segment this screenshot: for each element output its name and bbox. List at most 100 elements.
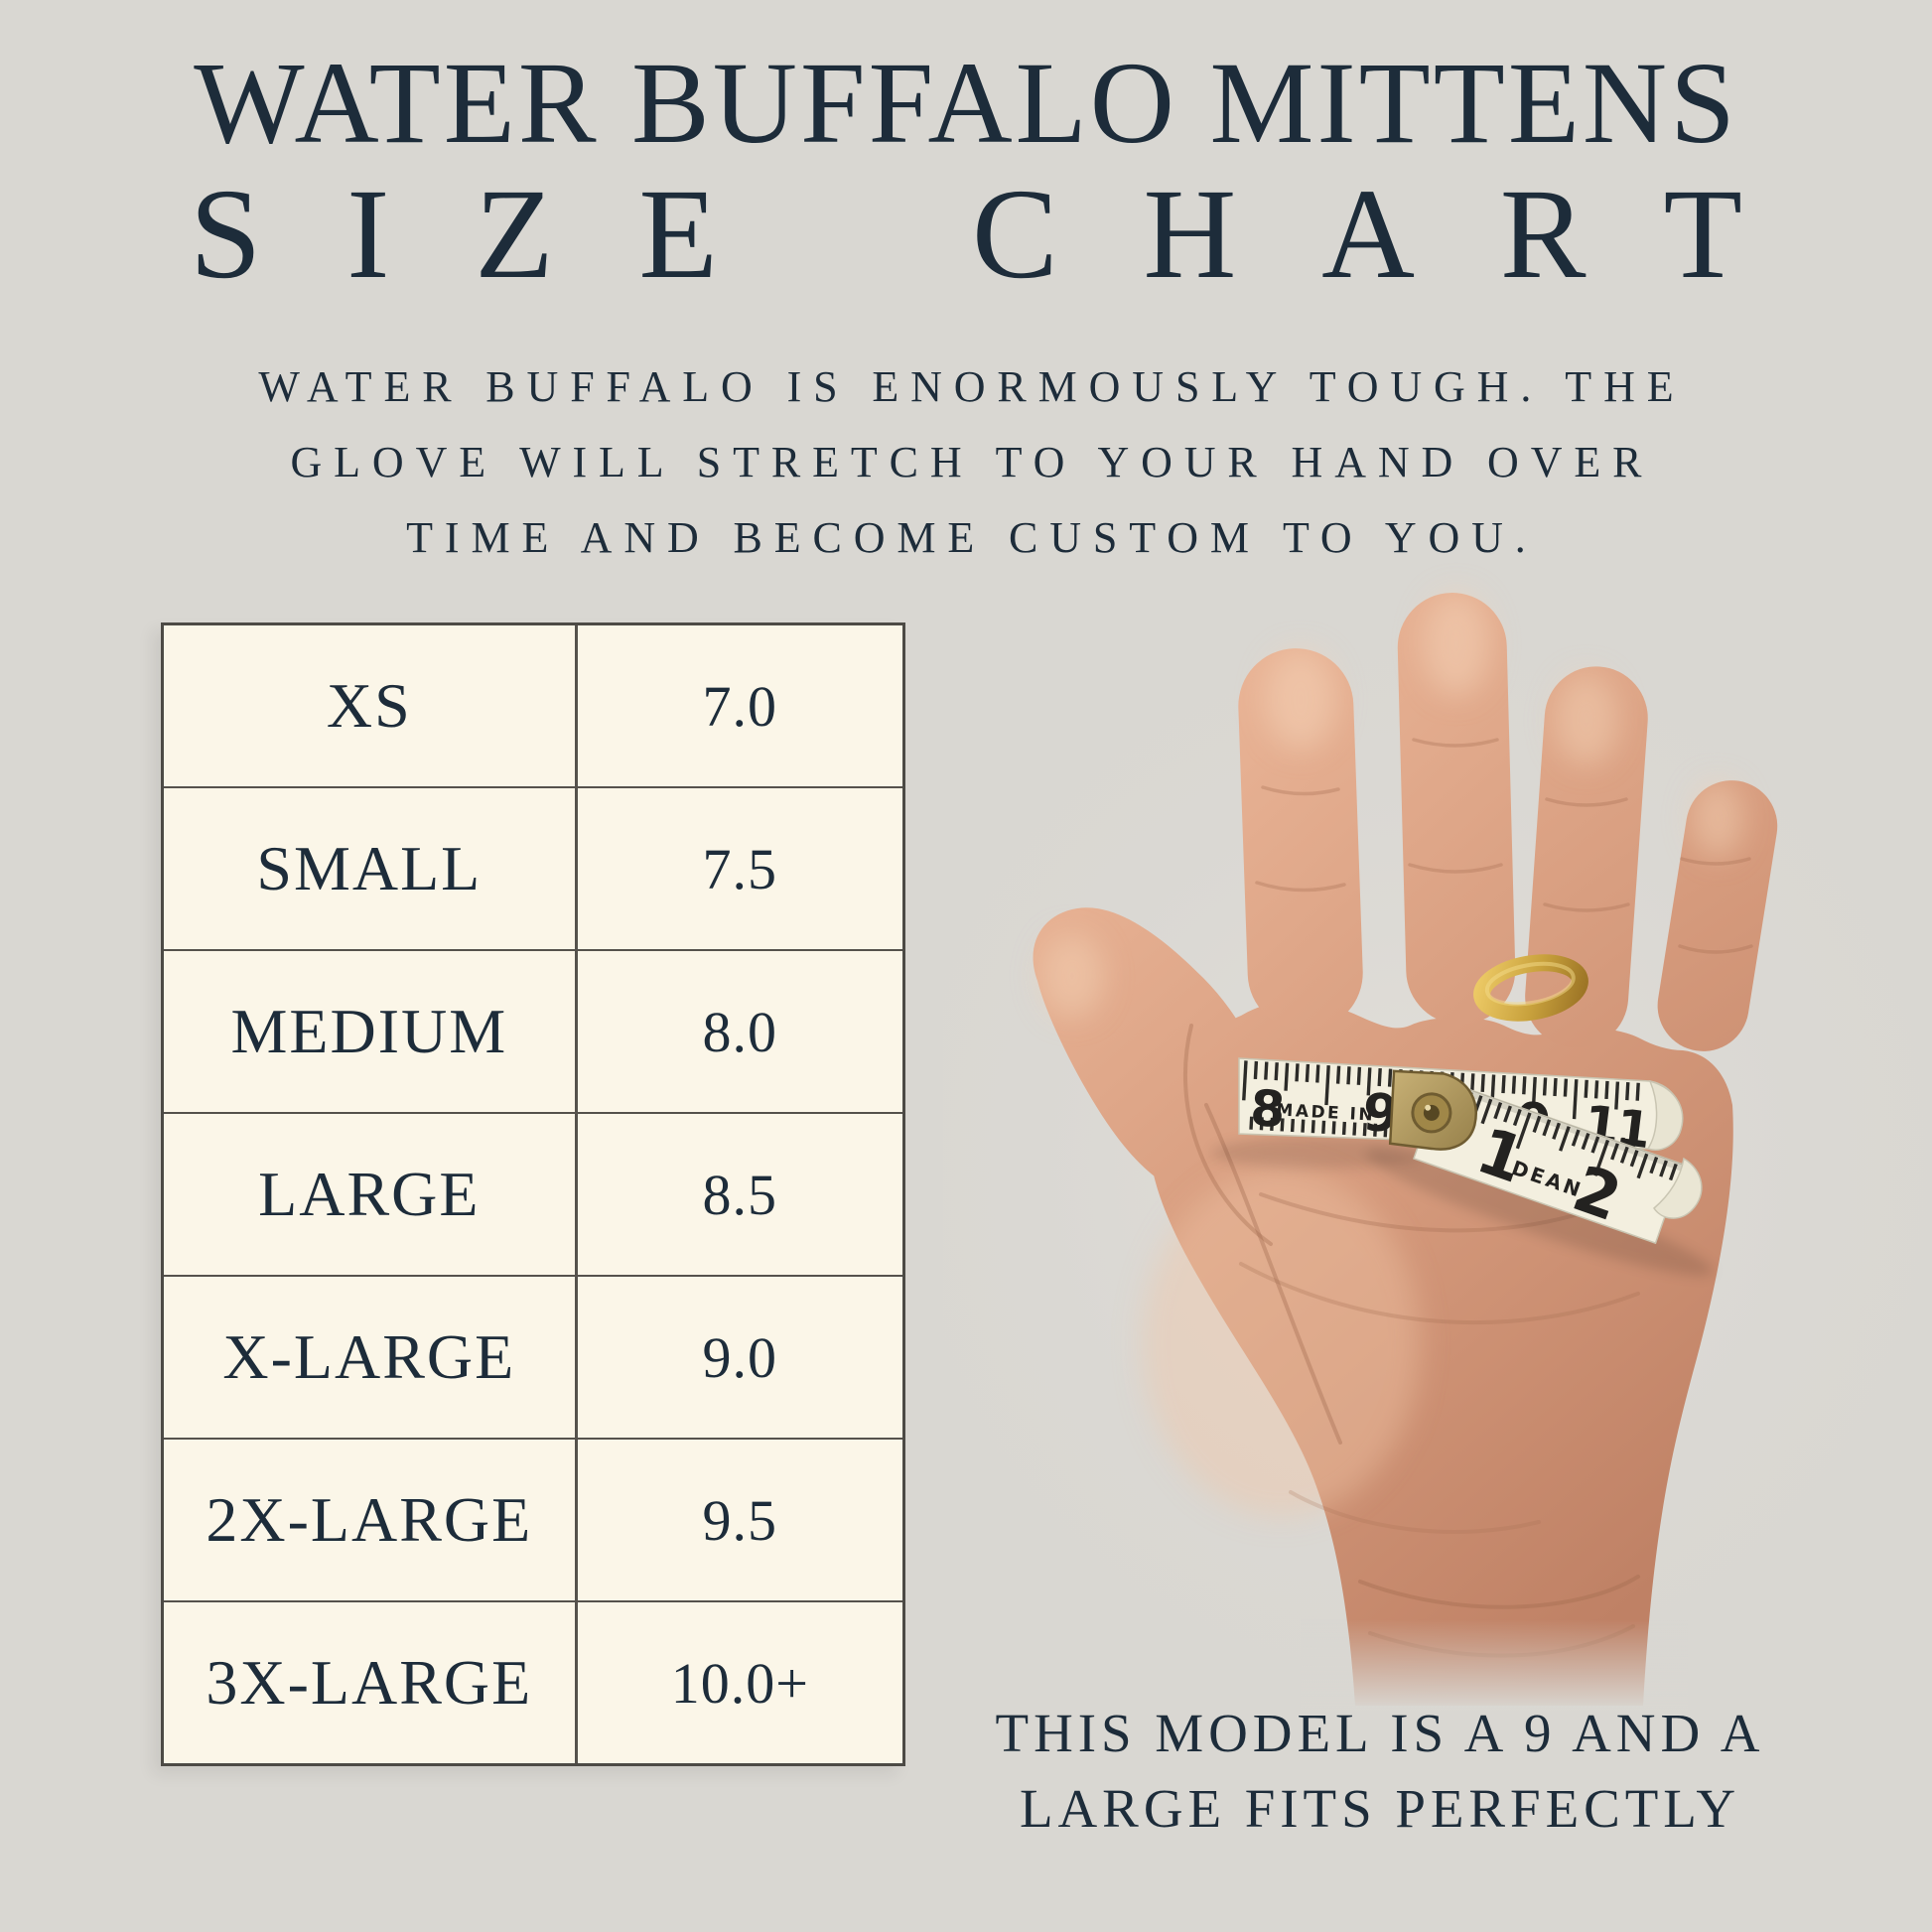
tape-label-8: 8 — [1249, 1079, 1287, 1139]
measurement-cell: 7.0 — [702, 673, 778, 739]
skin-highlights — [1040, 593, 1743, 1517]
tape-tick — [1572, 1079, 1579, 1120]
size-cell: MEDIUM — [164, 951, 578, 1112]
knuckle-creases — [1255, 738, 1753, 954]
measurement-cell: 9.0 — [702, 1324, 778, 1390]
tape-tick — [1335, 1065, 1341, 1084]
tape-tick — [1563, 1078, 1569, 1097]
tape-tick — [1377, 1067, 1382, 1087]
tape-tick — [1366, 1067, 1372, 1096]
size-cell: 3X-LARGE — [164, 1602, 578, 1763]
tape-tick — [1532, 1115, 1542, 1133]
tape-tick — [1593, 1139, 1610, 1176]
size-cell: XS — [164, 625, 578, 786]
tape-tick — [1470, 1073, 1475, 1092]
intro-line: GLOVE WILL STRETCH TO YOUR HAND OVER — [290, 438, 1654, 486]
size-cell: X-LARGE — [164, 1277, 578, 1438]
tape-tick — [1629, 1150, 1639, 1168]
gold-ring — [1473, 954, 1588, 1022]
size-cell: SMALL — [164, 788, 578, 949]
tape-tick — [1311, 1120, 1315, 1134]
tape-tick — [1610, 1143, 1619, 1161]
tape-tick — [1249, 1116, 1254, 1130]
model-caption: THIS MODEL IS A 9 AND A LARGE FITS PERFE… — [923, 1696, 1837, 1847]
tape-tick — [1480, 1073, 1485, 1092]
measurement-cell: 8.0 — [702, 999, 778, 1064]
tape-tick — [1383, 1124, 1388, 1138]
intro-text: WATER BUFFALO IS ENORMOUSLY TOUGH. THE G… — [0, 349, 1932, 576]
tape-tick — [1552, 1122, 1562, 1140]
tape-shadow — [1211, 1137, 1714, 1276]
tape-curl-lower — [1653, 1157, 1703, 1219]
tape-tick — [1542, 1119, 1552, 1137]
hand-photo-svg: 8 MADE IN 9 0 11 1 DEAN 2 — [943, 549, 1932, 1711]
page-title: WATER BUFFALO MITTENS — [194, 38, 1738, 168]
tape-tick — [1321, 1120, 1326, 1134]
tape-tick — [1559, 1126, 1571, 1152]
tape-tick — [1259, 1117, 1264, 1131]
middle-finger — [1397, 593, 1516, 1025]
tape-tick — [1553, 1077, 1558, 1097]
tape-tick — [1280, 1118, 1285, 1132]
tape-tick — [1346, 1066, 1351, 1085]
page-title-size-chart: SIZE CHART — [190, 163, 1828, 306]
tape-tick — [1531, 1076, 1537, 1105]
tape-tick — [1315, 1064, 1320, 1083]
tape-tick — [1324, 1065, 1330, 1106]
tape-tick — [1295, 1063, 1300, 1082]
tape-tick — [1362, 1123, 1367, 1137]
caption-line: LARGE FITS PERFECTLY — [1019, 1778, 1741, 1839]
tape-tick — [1625, 1082, 1630, 1101]
tape-tick — [1512, 1108, 1522, 1127]
tape-curl-upper — [1646, 1079, 1684, 1151]
tape-tick — [1270, 1117, 1275, 1131]
size-cell: 2X-LARGE — [164, 1440, 578, 1600]
wrist-fade — [1301, 1619, 1688, 1711]
measurement-cell: 10.0+ — [670, 1650, 809, 1716]
tape-tick — [1619, 1146, 1629, 1164]
tape-tick — [1511, 1075, 1517, 1094]
tape-tick — [1635, 1082, 1640, 1101]
tape-clasp — [1388, 1069, 1477, 1151]
table-row: 2X-LARGE 9.5 — [164, 1438, 902, 1600]
tape-tick — [1593, 1080, 1599, 1099]
table-row: SMALL 7.5 — [164, 786, 902, 949]
tape-tick — [1614, 1081, 1620, 1110]
size-table: XS 7.0 SMALL 7.5 MEDIUM 8.0 LARGE 8.5 X-LARGE 9.0… — [161, 622, 905, 1766]
tape-tick — [1387, 1068, 1393, 1087]
table-row: MEDIUM 8.0 — [164, 949, 902, 1112]
tape-tick — [1581, 1132, 1590, 1151]
tape-tick — [1636, 1153, 1649, 1179]
tape-tick — [1352, 1122, 1357, 1136]
tape-tick — [1522, 1076, 1527, 1095]
measurement-cell: 8.5 — [702, 1162, 778, 1227]
tape-tick — [1542, 1077, 1548, 1096]
tape-tick — [1331, 1121, 1336, 1135]
tape-tick — [1515, 1112, 1532, 1150]
tape-tick — [1649, 1157, 1659, 1174]
index-finger — [1238, 648, 1363, 1031]
tape-tick — [1590, 1136, 1600, 1154]
tape-tick — [1584, 1079, 1588, 1098]
tape-tick — [1301, 1119, 1306, 1133]
table-row: LARGE 8.5 — [164, 1112, 902, 1275]
ring-finger — [1525, 666, 1648, 1048]
tape-tick — [1253, 1060, 1259, 1080]
pinky-finger — [1657, 780, 1778, 1051]
size-cell: LARGE — [164, 1114, 578, 1275]
tape-tick — [1274, 1062, 1279, 1081]
table-row: X-LARGE 9.0 — [164, 1275, 902, 1438]
measurement-cell: 7.5 — [702, 836, 778, 901]
table-row: XS 7.0 — [164, 625, 902, 786]
tape-tick — [1264, 1061, 1269, 1080]
tape-tick — [1242, 1060, 1248, 1101]
tape-tick — [1373, 1123, 1378, 1137]
tape-tick — [1356, 1066, 1362, 1085]
tape-tick — [1480, 1098, 1493, 1125]
hand-photo: 8 MADE IN 9 0 11 1 DEAN 2 — [943, 549, 1932, 1711]
tape-tick — [1659, 1160, 1668, 1177]
tape-tick — [1668, 1163, 1678, 1181]
measurement-cell: 9.5 — [702, 1487, 778, 1553]
tape-tick — [1305, 1063, 1311, 1082]
